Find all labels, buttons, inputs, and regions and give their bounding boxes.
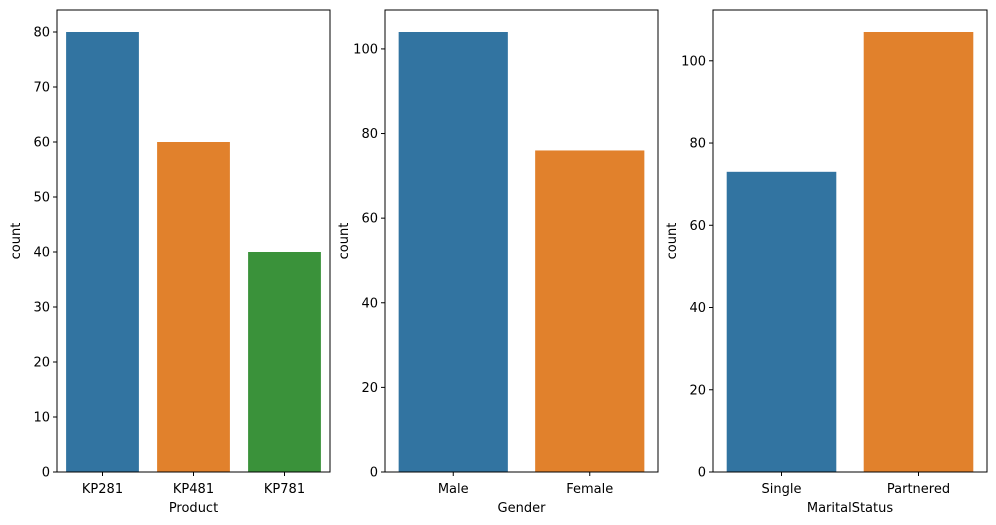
- x-tick-label-male: Male: [438, 482, 469, 497]
- plot-frame: [384, 9, 659, 473]
- y-tick-label: 50: [33, 191, 50, 206]
- plot-frame: [712, 9, 988, 473]
- bar-kp281: [66, 32, 139, 472]
- x-tick-label-kp781: KP781: [264, 482, 305, 497]
- y-tick-label: 40: [361, 296, 378, 311]
- x-tick-label-partnered: Partnered: [887, 482, 950, 497]
- bar-kp781: [248, 252, 321, 472]
- x-tick-label-kp281: KP281: [82, 482, 123, 497]
- y-tick-label: 20: [689, 383, 706, 398]
- y-tick-label: 60: [361, 212, 378, 227]
- chart-2: 0 20 40 60 80 100 Male Female Gender count: [337, 9, 659, 516]
- y-tick-label: 0: [42, 466, 50, 481]
- bar-partnered: [863, 32, 974, 472]
- x-tick-label-female: Female: [566, 482, 613, 497]
- y-tick-label: 20: [33, 356, 50, 371]
- y-tick-label: 40: [33, 246, 50, 261]
- y-tick-label: 60: [33, 136, 50, 151]
- x-axis-label: MaritalStatus: [807, 501, 893, 516]
- bar-single: [726, 171, 837, 472]
- y-axis-label: count: [337, 223, 352, 260]
- y-tick-label: 0: [698, 466, 706, 481]
- y-tick-label: 0: [370, 466, 378, 481]
- y-tick-label: 40: [689, 301, 706, 316]
- y-tick-label: 60: [689, 219, 706, 234]
- y-tick-label: 80: [361, 127, 378, 142]
- bar-kp481: [157, 142, 230, 472]
- bar-female: [535, 150, 645, 472]
- chart-3: 0 20 40 60 80 100 Single Partnered MaritalStatus…: [665, 9, 988, 516]
- y-tick-label: 80: [689, 137, 706, 152]
- y-tick-label: 100: [681, 54, 706, 69]
- y-tick-label: 10: [33, 411, 50, 426]
- x-tick-label-single: Single: [762, 482, 802, 497]
- y-tick-label: 30: [33, 301, 50, 316]
- y-tick-label: 80: [33, 26, 50, 41]
- x-axis-label: Product: [169, 501, 218, 516]
- chart-1: 0 10 20 30 40 50 60 70 80 KP281 KP481 KP781 Product c…: [9, 9, 331, 516]
- x-tick-label-kp481: KP481: [173, 482, 214, 497]
- y-axis-label: count: [665, 223, 680, 260]
- bar-male: [398, 32, 508, 472]
- y-axis-label: count: [9, 223, 24, 260]
- y-tick-label: 100: [353, 42, 378, 57]
- y-tick-label: 70: [33, 81, 50, 96]
- y-tick-label: 20: [361, 381, 378, 396]
- x-axis-label: Gender: [498, 501, 547, 516]
